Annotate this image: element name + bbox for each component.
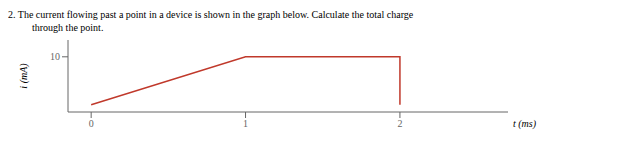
svg-text:0: 0 [89,118,94,129]
svg-text:t (ms): t (ms) [513,118,537,130]
html-text:2. The current flowing past a: 2. The current flowing past a point in a… [8,9,414,20]
svg-text:i (mA): i (mA) [18,63,30,89]
svg-text:10: 10 [50,51,60,62]
html-text:through the point.: through the point. [32,22,104,33]
svg-text:2: 2 [397,118,402,129]
svg-text:1: 1 [243,118,248,129]
